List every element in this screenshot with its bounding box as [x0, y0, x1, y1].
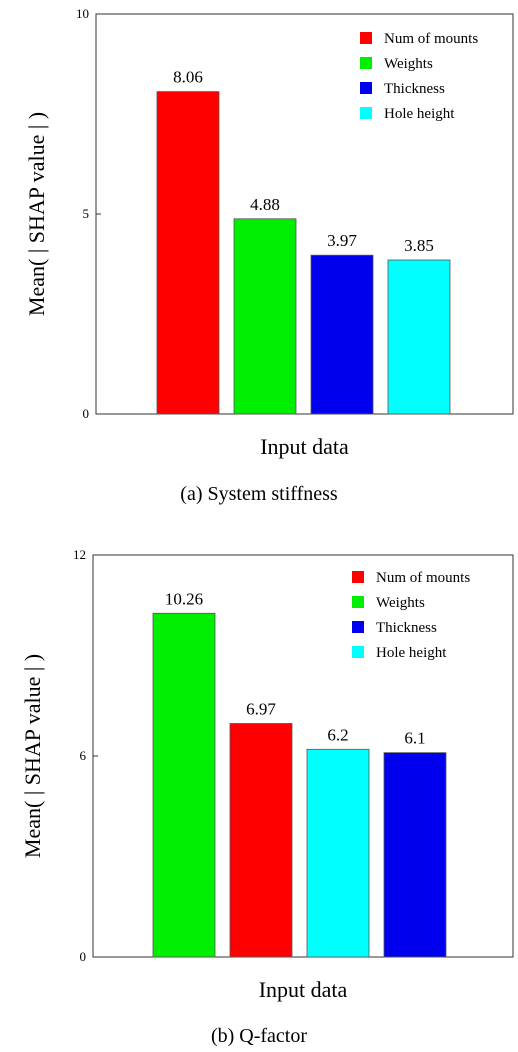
- legend-label: Thickness: [384, 81, 445, 97]
- bar: [310, 254, 374, 415]
- legend-swatch: [352, 621, 364, 633]
- bar: [229, 723, 293, 958]
- x-axis-title: Input data: [259, 977, 348, 1002]
- bar: [387, 259, 451, 415]
- y-axis-title: Mean( | SHAP value | ): [20, 654, 45, 858]
- legend-label: Hole height: [384, 106, 455, 122]
- legend-label: Hole height: [376, 645, 447, 661]
- bar: [233, 218, 297, 415]
- legend-swatch: [352, 596, 364, 608]
- bar-value-label: 6.2: [327, 725, 348, 744]
- bar: [383, 752, 447, 958]
- bar-value-label: 4.88: [250, 195, 280, 214]
- bar: [156, 91, 220, 415]
- bar-value-label: 6.97: [246, 700, 276, 719]
- y-tick-label: 6: [80, 748, 87, 763]
- y-tick-label: 10: [76, 6, 89, 21]
- bar-value-label: 8.06: [173, 68, 203, 87]
- legend-label: Num of mounts: [376, 570, 470, 586]
- legend-label: Weights: [384, 56, 433, 72]
- figure-caption: (a) System stiffness: [180, 483, 338, 505]
- legend-swatch: [360, 57, 372, 69]
- legend-swatch: [352, 646, 364, 658]
- bar: [152, 612, 216, 958]
- legend-label: Num of mounts: [384, 31, 478, 47]
- legend-swatch: [352, 571, 364, 583]
- bar-value-label: 3.85: [404, 236, 434, 255]
- legend-swatch: [360, 82, 372, 94]
- y-tick-label: 12: [73, 547, 86, 562]
- bar-value-label: 6.1: [404, 729, 425, 748]
- legend-swatch: [360, 32, 372, 44]
- y-tick-label: 5: [83, 206, 90, 221]
- y-tick-label: 0: [80, 949, 87, 964]
- bar-value-label: 10.26: [165, 589, 203, 608]
- y-axis-title: Mean( | SHAP value | ): [24, 112, 49, 316]
- bar-value-label: 3.97: [327, 231, 357, 250]
- y-tick-label: 0: [83, 406, 90, 421]
- legend-label: Weights: [376, 595, 425, 611]
- figure-caption: (b) Q-factor: [211, 1025, 307, 1047]
- bar: [306, 748, 370, 958]
- legend-label: Thickness: [376, 620, 437, 636]
- x-axis-title: Input data: [260, 434, 349, 459]
- legend-swatch: [360, 107, 372, 119]
